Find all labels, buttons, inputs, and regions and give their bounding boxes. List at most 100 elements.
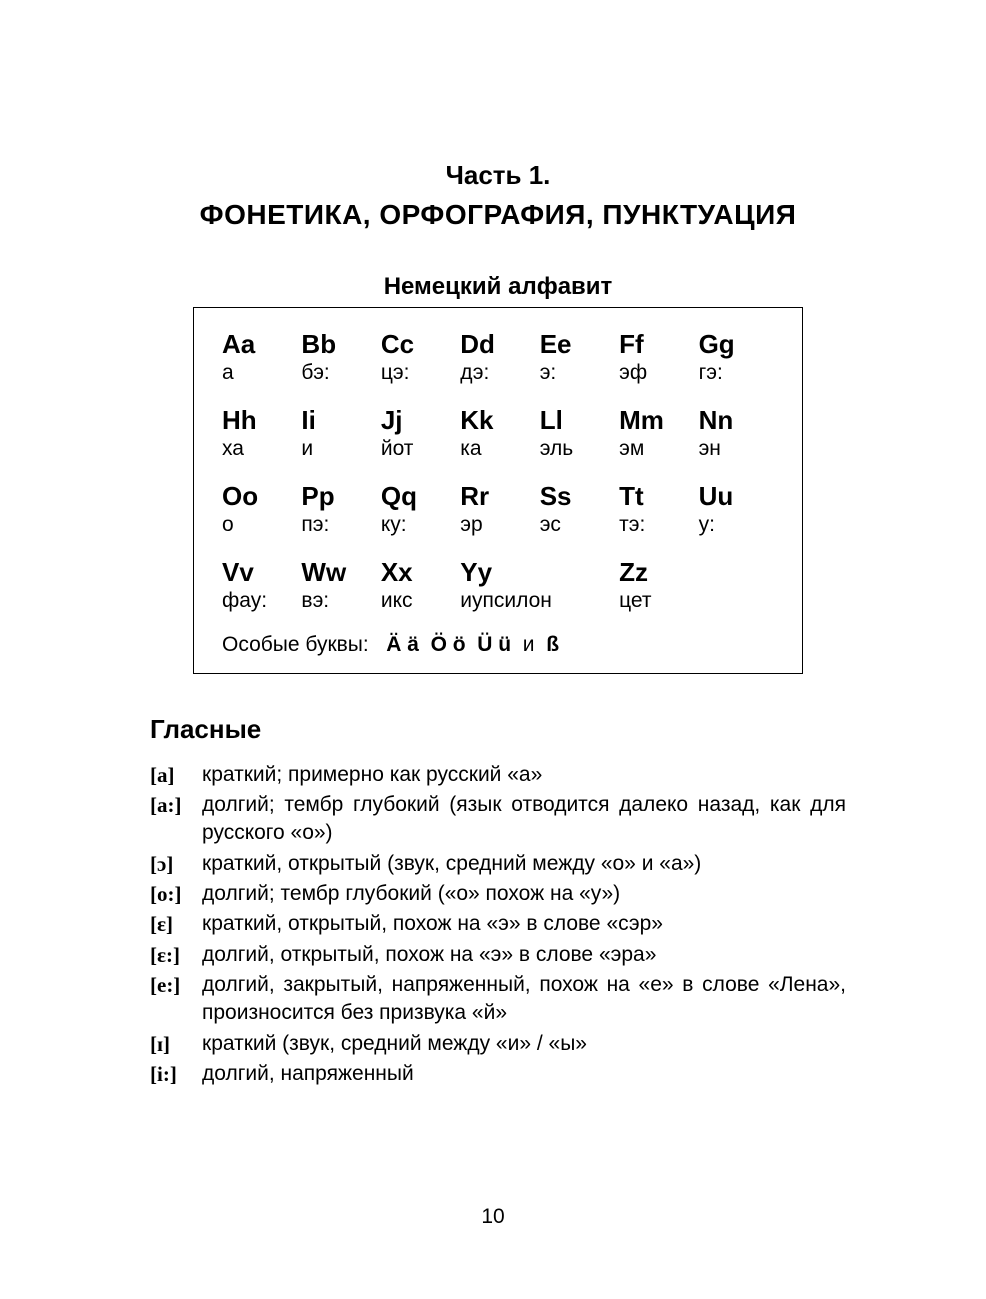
- pronunciation: эр: [460, 512, 539, 538]
- letter: Aa: [222, 330, 301, 360]
- vowel-symbol: [e:]: [150, 971, 202, 999]
- pronunciation: фау:: [222, 588, 301, 614]
- alphabet-cell: Wwвэ:: [301, 558, 380, 614]
- letter: Hh: [222, 406, 301, 436]
- special-letters-line: Особые буквы: Ä ä Ö ö Ü ü и ß: [222, 629, 778, 657]
- pronunciation: эм: [619, 436, 698, 462]
- alphabet-cell: Bbбэ:: [301, 330, 380, 386]
- pronunciation: гэ:: [699, 360, 778, 386]
- letter: Xx: [381, 558, 460, 588]
- letter: Ff: [619, 330, 698, 360]
- letter: Yy: [460, 558, 619, 588]
- pronunciation: цэ:: [381, 360, 460, 386]
- pronunciation: ха: [222, 436, 301, 462]
- alphabet-cell: Llэль: [540, 406, 619, 462]
- alphabet-cell: Uuу:: [699, 482, 778, 538]
- letter: Cc: [381, 330, 460, 360]
- pronunciation: вэ:: [301, 588, 380, 614]
- letter: Ee: [540, 330, 619, 360]
- letter: Rr: [460, 482, 539, 512]
- pronunciation: э:: [540, 360, 619, 386]
- vowel-description: долгий; тембр глубокий (язык отводится д…: [202, 791, 846, 848]
- alphabet-cell: Zzцет: [619, 558, 698, 614]
- alphabet-cell: Eeэ:: [540, 330, 619, 386]
- letter: Dd: [460, 330, 539, 360]
- alphabet-cell: Aaа: [222, 330, 301, 386]
- alphabet-cell: Ooо: [222, 482, 301, 538]
- vowel-symbol: [ɪ]: [150, 1030, 202, 1058]
- vowel-description: долгий; тембр глубокий («о» похож на «у»…: [202, 880, 846, 908]
- letter: Gg: [699, 330, 778, 360]
- alphabet-cell: Yyиупсилон: [460, 558, 619, 614]
- alphabet-cell: Xxикс: [381, 558, 460, 614]
- letter: Tt: [619, 482, 698, 512]
- special-prefix: Особые буквы:: [222, 633, 369, 656]
- letter: Oo: [222, 482, 301, 512]
- letter: Ll: [540, 406, 619, 436]
- alphabet-cell: Iiи: [301, 406, 380, 462]
- pronunciation: и: [301, 436, 380, 462]
- letter: Nn: [699, 406, 778, 436]
- letter: Vv: [222, 558, 301, 588]
- vowel-row: [i:]долгий, напряженный: [150, 1060, 846, 1088]
- alphabet-cell: Kkка: [460, 406, 539, 462]
- vowel-symbol: [a]: [150, 761, 202, 789]
- vowel-row: [ɛ:]долгий, открытый, похож на «э» в сло…: [150, 941, 846, 969]
- pronunciation: йот: [381, 436, 460, 462]
- alphabet-cell: Ggгэ:: [699, 330, 778, 386]
- alphabet-cell: Vvфау:: [222, 558, 301, 614]
- alphabet-grid: AaаBbбэ:Ccцэ:Ddдэ:Eeэ:FfэфGgгэ:HhхаIiиJj…: [222, 330, 778, 615]
- vowels-heading: Гласные: [150, 714, 846, 745]
- pronunciation: тэ:: [619, 512, 698, 538]
- alphabet-cell: Jjйот: [381, 406, 460, 462]
- vowel-symbol: [ɔ]: [150, 850, 202, 878]
- alphabet-cell: Ccцэ:: [381, 330, 460, 386]
- vowel-description: долгий, закрытый, напряженный, похож на …: [202, 971, 846, 1028]
- letter: Ss: [540, 482, 619, 512]
- pronunciation: икс: [381, 588, 460, 614]
- pronunciation: эф: [619, 360, 698, 386]
- pronunciation: бэ:: [301, 360, 380, 386]
- vowel-description: краткий (звук, средний между «и» / «ы»: [202, 1030, 846, 1058]
- letter: Ii: [301, 406, 380, 436]
- pronunciation: эс: [540, 512, 619, 538]
- vowel-description: краткий, открытый (звук, средний между «…: [202, 850, 846, 878]
- alphabet-cell: Ssэс: [540, 482, 619, 538]
- vowel-row: [o:]долгий; тембр глубокий («о» похож на…: [150, 880, 846, 908]
- alphabet-cell: Nnэн: [699, 406, 778, 462]
- vowel-row: [ɪ]краткий (звук, средний между «и» / «ы…: [150, 1030, 846, 1058]
- alphabet-row: OoоPpпэ:Qqку:RrэрSsэсTtтэ:Uuу:: [222, 482, 778, 538]
- vowel-symbol: [o:]: [150, 880, 202, 908]
- letter: Kk: [460, 406, 539, 436]
- page-number: 10: [0, 1205, 986, 1229]
- alphabet-cell: Rrэр: [460, 482, 539, 538]
- pronunciation: а: [222, 360, 301, 386]
- vowel-symbol: [ɛ]: [150, 910, 202, 938]
- alphabet-subtitle: Немецкий алфавит: [150, 273, 846, 301]
- vowel-symbol: [a:]: [150, 791, 202, 819]
- alphabet-cell: Mmэм: [619, 406, 698, 462]
- vowel-row: [ɔ]краткий, открытый (звук, средний межд…: [150, 850, 846, 878]
- pronunciation: у:: [699, 512, 778, 538]
- vowel-row: [a:]долгий; тембр глубокий (язык отводит…: [150, 791, 846, 848]
- letter: Qq: [381, 482, 460, 512]
- letter: Mm: [619, 406, 698, 436]
- pronunciation: эн: [699, 436, 778, 462]
- vowel-symbol: [ɛ:]: [150, 941, 202, 969]
- vowel-row: [a]краткий; примерно как русский «а»: [150, 761, 846, 789]
- alphabet-row: HhхаIiиJjйотKkкаLlэльMmэмNnэн: [222, 406, 778, 462]
- special-letters: Ä ä Ö ö Ü ü и ß: [375, 633, 559, 656]
- alphabet-cell: Hhха: [222, 406, 301, 462]
- pronunciation: эль: [540, 436, 619, 462]
- vowel-list: [a]краткий; примерно как русский «а»[a:]…: [150, 761, 846, 1089]
- alphabet-row: Vvфау:Wwвэ:XxиксYyиупсилонZzцет: [222, 558, 778, 614]
- pronunciation: иупсилон: [460, 588, 619, 614]
- alphabet-cell: Ttтэ:: [619, 482, 698, 538]
- page-title: ФОНЕТИКА, ОРФОГРАФИЯ, ПУНКТУАЦИЯ: [150, 199, 846, 231]
- alphabet-cell: Ppпэ:: [301, 482, 380, 538]
- pronunciation: ка: [460, 436, 539, 462]
- alphabet-cell: Ffэф: [619, 330, 698, 386]
- letter: Pp: [301, 482, 380, 512]
- alphabet-box: AaаBbбэ:Ccцэ:Ddдэ:Eeэ:FfэфGgгэ:HhхаIiиJj…: [193, 307, 803, 674]
- letter: Bb: [301, 330, 380, 360]
